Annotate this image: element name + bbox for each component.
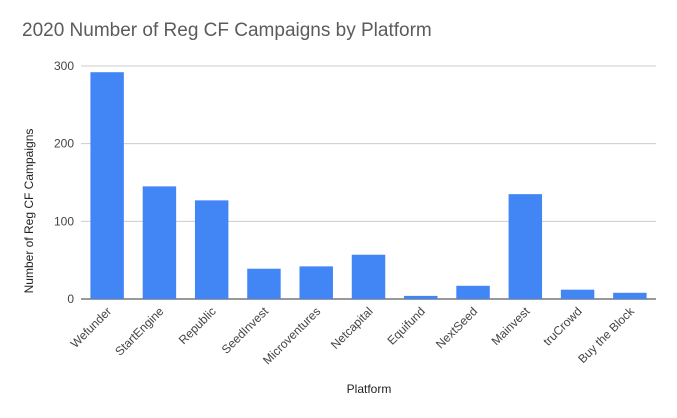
bar-equifund[interactable] (404, 295, 438, 299)
y-tick-label: 0 (67, 292, 74, 306)
x-axis-label: Platform (347, 382, 392, 396)
x-tick-label: SeedInvest (219, 304, 272, 357)
bar-trucrowd[interactable] (560, 289, 595, 299)
x-tick-label: StartEngine (112, 304, 166, 358)
x-tick-label: Republic (176, 304, 219, 347)
bar-startengine[interactable] (142, 186, 177, 299)
bar-seedinvest[interactable] (247, 268, 281, 299)
bar-republic[interactable] (194, 200, 229, 299)
bar-buy-the-block[interactable] (613, 292, 647, 299)
x-tick-label: Netcapital (328, 304, 376, 352)
chart-title: 2020 Number of Reg CF Campaigns by Platf… (22, 20, 432, 41)
y-tick-label: 300 (54, 59, 74, 73)
x-tick-label: Buy the Block (575, 304, 637, 366)
bar-wefunder[interactable] (90, 72, 124, 299)
x-tick-label: NextSeed (433, 304, 480, 351)
x-tick-label: Wefunder (68, 304, 115, 351)
y-axis-label: Number of Reg CF Campaigns (22, 129, 36, 294)
bar-mainvest[interactable] (508, 194, 543, 299)
bar-nextseed[interactable] (456, 285, 490, 299)
y-tick-label: 100 (54, 214, 74, 228)
x-tick-label: Mainvest (489, 304, 533, 348)
bar-microventures[interactable] (299, 266, 333, 299)
x-tick-label: truCrowd (540, 304, 584, 348)
bar-netcapital[interactable] (351, 254, 386, 299)
x-tick-label: Equifund (384, 304, 427, 347)
y-tick-label: 200 (54, 137, 74, 151)
